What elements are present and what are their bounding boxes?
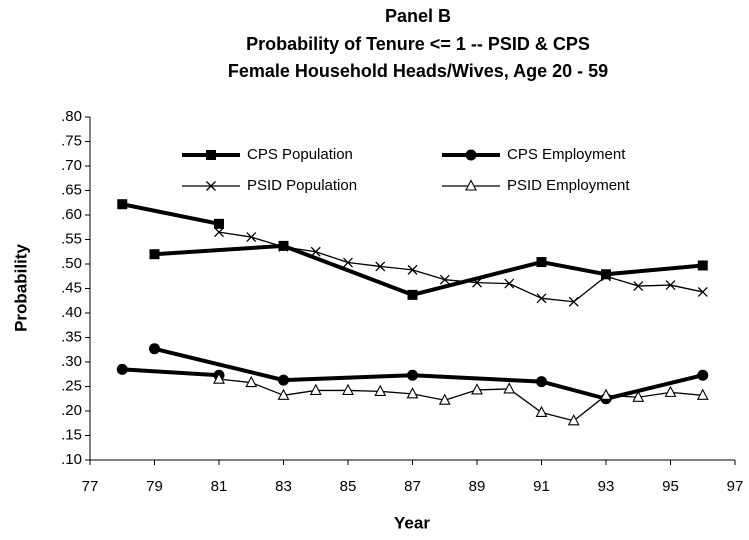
data-point: [536, 293, 547, 304]
series-line: [121, 202, 703, 297]
data-point: [471, 383, 483, 395]
data-point: [343, 257, 353, 268]
data-point: [246, 232, 257, 243]
legend-marker: [206, 150, 216, 160]
y-tick-label: .50: [61, 255, 82, 272]
chart-title: Panel B: [385, 6, 451, 26]
x-tick-label: 81: [211, 478, 228, 495]
x-tick-label: 79: [146, 478, 163, 495]
y-tick-label: .35: [61, 328, 82, 345]
legend-marker: [465, 179, 477, 191]
legend-label: CPS Employment: [507, 146, 626, 163]
data-point: [245, 375, 258, 388]
y-tick-label: .60: [61, 206, 82, 223]
data-point: [504, 278, 515, 289]
data-point: [214, 227, 224, 238]
data-point: [536, 257, 547, 268]
y-tick-label: .55: [61, 230, 82, 247]
data-point: [342, 383, 354, 395]
data-point: [696, 388, 709, 400]
data-point: [472, 277, 482, 288]
data-point: [407, 369, 418, 381]
x-tick-label: 87: [404, 478, 421, 495]
y-tick-label: .75: [61, 132, 82, 149]
x-tick-label: 77: [82, 478, 99, 495]
data-point: [697, 369, 709, 381]
data-point: [664, 385, 677, 397]
y-tick-label: .15: [61, 426, 82, 443]
y-axis-label: Probability: [11, 244, 30, 332]
data-point: [277, 388, 290, 400]
y-tick-label: .45: [61, 279, 82, 296]
data-point: [375, 261, 386, 272]
data-point: [407, 289, 418, 300]
data-point: [278, 240, 289, 251]
data-point: [536, 376, 547, 388]
legend-label: CPS Population: [247, 146, 353, 163]
y-tick-label: .10: [61, 451, 82, 468]
data-point: [438, 393, 451, 405]
x-tick-label: 89: [469, 478, 486, 495]
data-point: [633, 281, 644, 292]
chart-title: Probability of Tenure <= 1 -- PSID & CPS: [246, 34, 590, 54]
data-point: [568, 296, 579, 307]
y-tick-label: .20: [61, 402, 82, 419]
data-point: [632, 390, 645, 402]
data-point: [601, 269, 611, 280]
data-point: [600, 388, 612, 400]
data-point: [697, 260, 708, 271]
series-line: [218, 378, 703, 422]
series-line: [218, 231, 703, 303]
data-point: [535, 405, 548, 418]
y-tick-label: .65: [61, 181, 82, 198]
x-axis-label: Year: [394, 513, 430, 532]
x-tick-label: 85: [340, 478, 357, 495]
data-point: [697, 286, 708, 297]
data-point: [149, 249, 160, 260]
x-tick-label: 93: [598, 478, 615, 495]
data-point: [149, 343, 160, 355]
y-tick-label: .30: [61, 353, 82, 370]
y-tick-label: .25: [61, 377, 82, 394]
data-point: [601, 271, 611, 282]
data-point: [406, 387, 419, 399]
x-tick-label: 95: [662, 478, 679, 495]
data-point: [567, 414, 580, 426]
legend-label: PSID Population: [247, 177, 357, 194]
data-point: [665, 280, 676, 291]
x-tick-label: 97: [727, 478, 744, 495]
data-point: [117, 199, 128, 210]
data-point: [310, 246, 321, 257]
data-point: [278, 241, 289, 252]
legend-label: PSID Employment: [507, 177, 630, 194]
data-point: [374, 384, 387, 396]
y-tick-label: .70: [61, 157, 82, 174]
data-point: [278, 374, 289, 386]
x-tick-label: 91: [533, 478, 550, 495]
legend-marker: [465, 149, 477, 161]
data-point: [214, 218, 224, 229]
y-tick-label: .40: [61, 304, 82, 321]
legend-marker: [206, 181, 216, 191]
data-point: [439, 274, 450, 285]
data-point: [116, 363, 128, 375]
data-point: [407, 264, 418, 275]
y-tick-label: .80: [61, 108, 82, 125]
x-tick-label: 83: [275, 478, 292, 495]
data-point: [213, 372, 225, 384]
series-line: [122, 346, 704, 401]
data-point: [309, 383, 322, 395]
data-point: [503, 382, 516, 394]
chart-title: Female Household Heads/Wives, Age 20 - 5…: [228, 61, 608, 81]
